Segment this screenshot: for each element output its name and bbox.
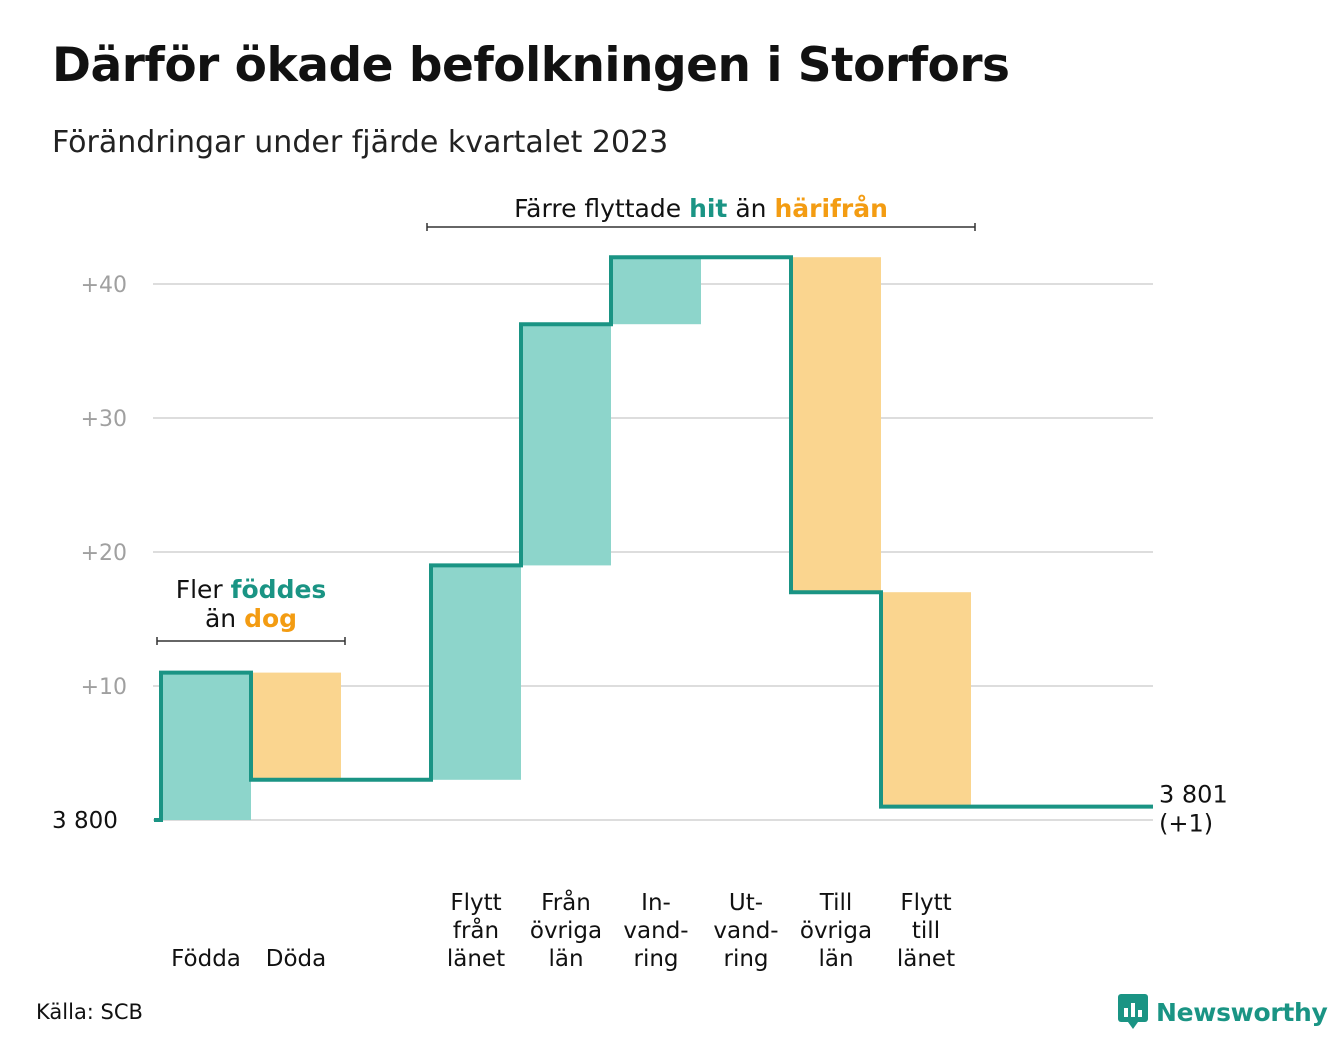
y-tick-label: +10	[81, 675, 127, 700]
brand-name: Newsworthy	[1156, 997, 1328, 1027]
category-label: Flytt från länet	[447, 890, 505, 972]
start-value-label: 3 800	[52, 808, 118, 834]
category-label: In-vand-ring	[623, 890, 688, 972]
annotation-text: än dog	[205, 604, 297, 633]
category-label: Från övriga län	[530, 888, 602, 972]
y-tick-label: +40	[81, 273, 127, 298]
increase-bar	[431, 565, 521, 780]
newsworthy-logo-icon	[1118, 994, 1148, 1029]
category-label: Ut-vand-ring	[713, 890, 778, 972]
labels: +10 +20 +30 +40 3 800 Födda Döda Flytt från länet…	[52, 194, 1228, 972]
category-label: Födda	[171, 946, 241, 972]
cumulative-line-path	[154, 255, 1153, 822]
annotation-text: Fler föddes	[176, 575, 327, 604]
y-tick-label: +20	[81, 541, 127, 566]
decrease-bar	[251, 672, 341, 780]
annotation-text: Färre flyttade hit än härifrån	[514, 194, 888, 223]
increase-bar	[611, 257, 701, 325]
end-change-label: (+1)	[1159, 810, 1213, 838]
increase-bar	[521, 324, 611, 566]
cumulative-line	[154, 255, 1153, 822]
decrease-bar	[791, 257, 881, 593]
category-label: Flytt till länet	[897, 890, 955, 972]
end-value-label: 3 801	[1159, 781, 1228, 809]
chart-subtitle: Förändringar under fjärde kvartalet 2023	[52, 125, 669, 160]
category-label: Till övriga län	[800, 890, 872, 972]
source-note: Källa: SCB	[36, 1000, 143, 1024]
decrease-bar	[881, 592, 971, 807]
grid-lines	[153, 283, 1153, 821]
brand-logo: Newsworthy	[1118, 994, 1328, 1030]
increase-bar	[161, 672, 251, 820]
y-tick-label: +30	[81, 407, 127, 432]
chart-title: Därför ökade befolkningen i Storfors	[52, 38, 1010, 93]
bars	[161, 257, 971, 820]
category-label: Döda	[266, 946, 326, 972]
